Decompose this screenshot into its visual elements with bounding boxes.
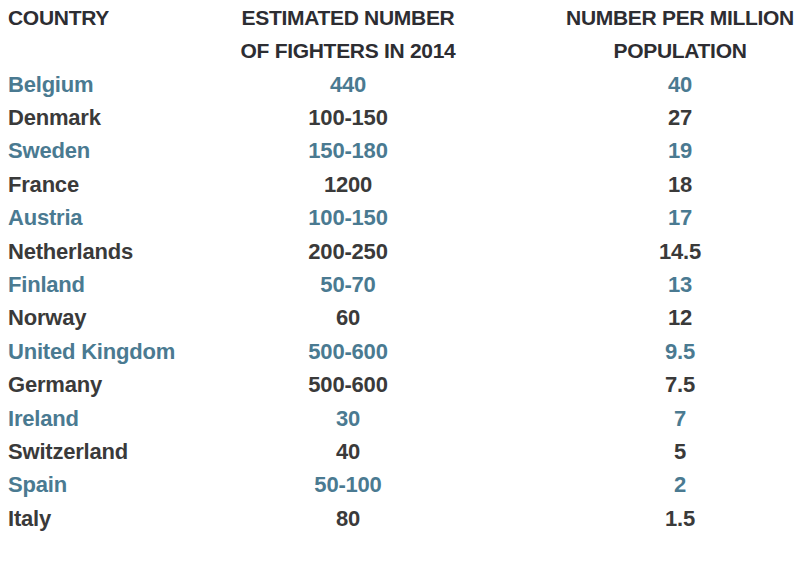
per-million-cell: 27 [560, 105, 800, 131]
header-fighters-line1: ESTIMATED NUMBER [228, 6, 468, 30]
country-cell: Austria [0, 205, 228, 231]
fighters-cell: 500-600 [228, 339, 468, 365]
country-cell: Finland [0, 272, 228, 298]
per-million-cell: 17 [560, 205, 800, 231]
table-row: Ireland 30 7 [0, 402, 800, 435]
per-million-cell: 18 [560, 172, 800, 198]
table-row: United Kingdom 500-600 9.5 [0, 335, 800, 368]
country-cell: Denmark [0, 105, 228, 131]
per-million-cell: 7.5 [560, 372, 800, 398]
per-million-cell: 13 [560, 272, 800, 298]
fighters-cell: 40 [228, 439, 468, 465]
fighters-cell: 200-250 [228, 239, 468, 265]
fighters-cell: 50-70 [228, 272, 468, 298]
per-million-cell: 40 [560, 72, 800, 98]
foreign-fighters-table: COUNTRY ESTIMATED NUMBER NUMBER PER MILL… [0, 0, 800, 584]
fighters-cell: 440 [228, 72, 468, 98]
country-cell: Ireland [0, 406, 228, 432]
per-million-cell: 12 [560, 305, 800, 331]
table-row: Norway 60 12 [0, 302, 800, 335]
per-million-cell: 5 [560, 439, 800, 465]
country-cell: France [0, 172, 228, 198]
per-million-cell: 9.5 [560, 339, 800, 365]
header-per-million-line1: NUMBER PER MILLION [560, 6, 800, 30]
table-row: Italy 80 1.5 [0, 502, 800, 535]
country-cell: Sweden [0, 138, 228, 164]
per-million-cell: 14.5 [560, 239, 800, 265]
country-cell: Spain [0, 472, 228, 498]
header-line-1: COUNTRY ESTIMATED NUMBER NUMBER PER MILL… [0, 1, 800, 34]
country-cell: Germany [0, 372, 228, 398]
table-row: France 1200 18 [0, 168, 800, 201]
per-million-cell: 2 [560, 472, 800, 498]
table-row: Finland 50-70 13 [0, 268, 800, 301]
per-million-cell: 7 [560, 406, 800, 432]
country-cell: Switzerland [0, 439, 228, 465]
header-per-million-line2: POPULATION [560, 39, 800, 63]
country-cell: Netherlands [0, 239, 228, 265]
table-row: Belgium 440 40 [0, 68, 800, 101]
fighters-cell: 50-100 [228, 472, 468, 498]
fighters-cell: 30 [228, 406, 468, 432]
fighters-cell: 60 [228, 305, 468, 331]
header-line-2: OF FIGHTERS IN 2014 POPULATION [0, 34, 800, 67]
fighters-cell: 1200 [228, 172, 468, 198]
table-header: COUNTRY ESTIMATED NUMBER NUMBER PER MILL… [0, 0, 800, 67]
country-cell: Norway [0, 305, 228, 331]
per-million-cell: 1.5 [560, 506, 800, 532]
table-row: Austria 100-150 17 [0, 202, 800, 235]
fighters-cell: 500-600 [228, 372, 468, 398]
country-cell: Belgium [0, 72, 228, 98]
country-cell: Italy [0, 506, 228, 532]
fighters-cell: 100-150 [228, 105, 468, 131]
header-fighters-line2: OF FIGHTERS IN 2014 [228, 39, 468, 63]
table-row: Netherlands 200-250 14.5 [0, 235, 800, 268]
per-million-cell: 19 [560, 138, 800, 164]
table-row: Germany 500-600 7.5 [0, 369, 800, 402]
table-body: Belgium 440 40 Denmark 100-150 27 Sweden… [0, 68, 800, 535]
country-cell: United Kingdom [0, 339, 228, 365]
fighters-cell: 100-150 [228, 205, 468, 231]
header-country: COUNTRY [0, 6, 228, 30]
table-row: Spain 50-100 2 [0, 469, 800, 502]
fighters-cell: 150-180 [228, 138, 468, 164]
table-row: Denmark 100-150 27 [0, 101, 800, 134]
table-row: Sweden 150-180 19 [0, 135, 800, 168]
table-row: Switzerland 40 5 [0, 435, 800, 468]
fighters-cell: 80 [228, 506, 468, 532]
